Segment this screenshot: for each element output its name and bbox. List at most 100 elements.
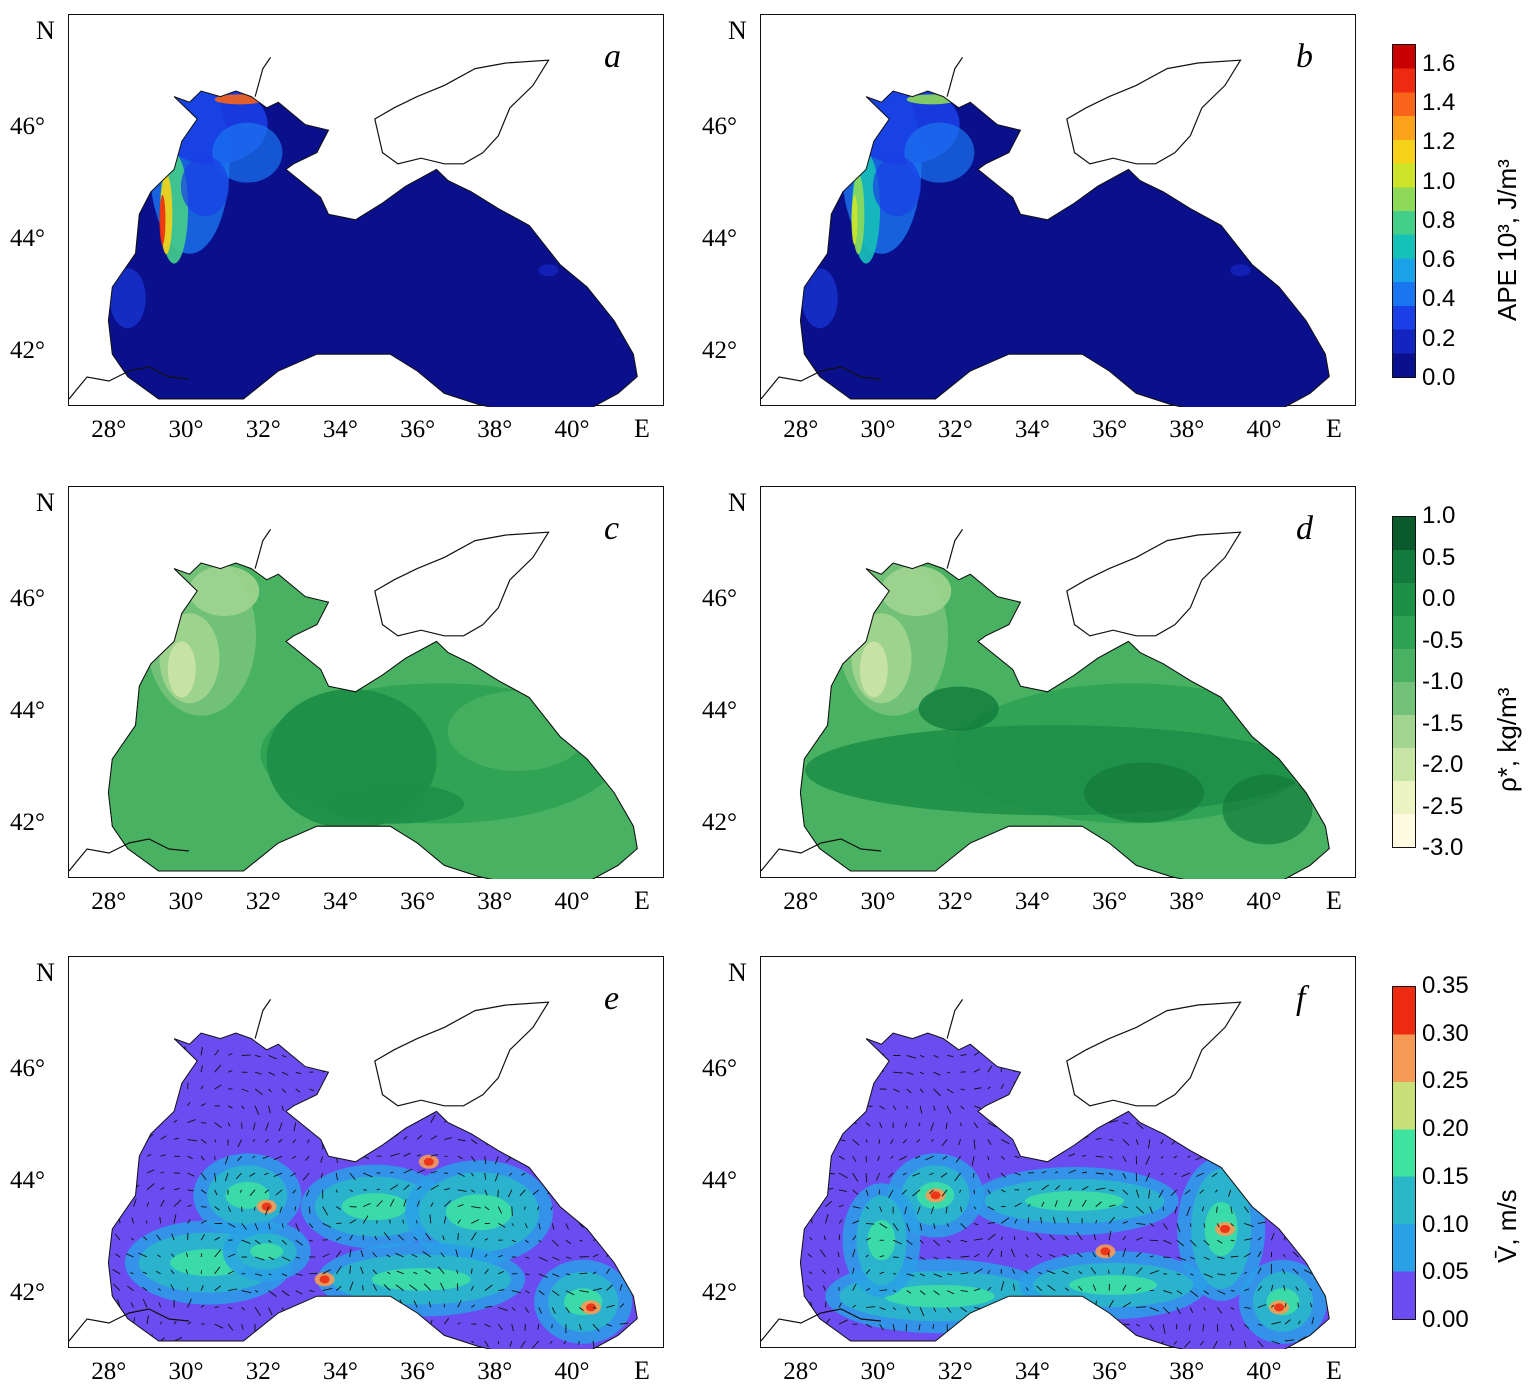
colorbar-tick-label: 0.20 [1422, 1115, 1469, 1143]
lon-tick-label: 34° [322, 1358, 358, 1385]
colorbar-ape: 1.6 1.4 1.2 1.0 0.8 0.6 0.4 0.2 0.0 APE 10³, J/m³ [1392, 44, 1529, 391]
lat-tick-label: 42° [10, 809, 45, 837]
lat-tick-label: 46° [10, 113, 45, 141]
east-label: E [634, 886, 650, 915]
colorbar-tick-label: 0.5 [1422, 543, 1456, 571]
lon-tick-label: 34° [322, 888, 358, 915]
lat-tick-label: 46° [10, 585, 45, 613]
north-label: N [36, 958, 55, 987]
lon-tick-label: 34° [1014, 416, 1050, 443]
map-canvas [761, 529, 1330, 879]
lon-tick-label: 28° [783, 1358, 819, 1385]
map-panel-e: e N 46° 44° 42° 28° 30° 32° 34° 36° 38° 40° E [0, 956, 690, 1386]
lat-tick-label: 46° [702, 1055, 737, 1083]
colorbar-tick-label: 0.05 [1422, 1258, 1469, 1286]
lon-tick-label: 32° [937, 888, 973, 915]
map-frame [68, 14, 664, 407]
lon-tick-label: 40° [1246, 1358, 1282, 1385]
map-panel-d: d N 46° 44° 42° 28° 30° 32° 34° 36° 38° 40° E [692, 486, 1382, 916]
lon-tick-label: 30° [168, 416, 204, 443]
colorbar-rho: 1.0 0.5 0.0 -0.5 -1.0 -1.5 -2.0 -2.5 -3.0 ρ*, kg/… [1392, 502, 1529, 861]
colorbar-tick-label: 1.2 [1422, 128, 1456, 156]
colorbar-vel: 0.35 0.30 0.25 0.20 0.15 0.10 0.05 0.00 V̄, m/s [1392, 972, 1529, 1333]
colorbar-tick-label: -3.0 [1422, 834, 1464, 861]
lon-tick-label: 34° [1014, 888, 1050, 915]
colorbar-tick-label: 1.0 [1422, 502, 1456, 529]
lat-tick-label: 42° [702, 809, 737, 837]
lon-tick-label: 40° [1246, 416, 1282, 443]
colorbar-tick-label: 0.8 [1422, 206, 1456, 234]
colorbar-tick-label: 0.35 [1422, 972, 1469, 999]
east-label: E [634, 1356, 650, 1385]
map-canvas [69, 529, 638, 879]
east-label: E [1326, 414, 1342, 443]
colorbar-tick-label: -1.0 [1422, 668, 1464, 695]
lat-tick-label: 42° [10, 1279, 45, 1307]
colorbar-tick-label: -2.5 [1422, 792, 1464, 820]
lat-tick-label: 44° [10, 225, 45, 253]
map-canvas [761, 57, 1330, 407]
colorbar-tick-label: 0.00 [1422, 1306, 1469, 1333]
colorbar-tick-label: -2.0 [1422, 751, 1464, 778]
lon-tick-label: 32° [245, 1358, 281, 1385]
map-frame [68, 486, 664, 879]
lon-tick-label: 38° [477, 1358, 513, 1385]
north-label: N [36, 16, 55, 45]
lat-tick-label: 42° [702, 1279, 737, 1307]
lon-tick-label: 30° [860, 888, 896, 915]
lat-tick-label: 46° [702, 585, 737, 613]
colorbar-title: ρ*, kg/m³ [1492, 687, 1522, 792]
lon-tick-label: 40° [554, 416, 590, 443]
lon-tick-label: 38° [1169, 416, 1205, 443]
panel-letter: b [1296, 38, 1313, 75]
map-panel-a: a N 46° 44° 42° 28° 30° 32° 34° 36° 38° 40° E [0, 14, 690, 444]
lon-tick-label: 30° [860, 416, 896, 443]
lat-tick-label: 42° [702, 337, 737, 365]
panel-letter: f [1296, 980, 1306, 1017]
map-frame [760, 14, 1356, 407]
panel-letter: e [604, 980, 620, 1017]
lat-tick-label: 44° [10, 697, 45, 725]
colorbar-tick-label: -0.5 [1422, 626, 1464, 654]
lat-tick-label: 42° [10, 337, 45, 365]
lon-tick-label: 40° [554, 1358, 590, 1385]
lon-tick-label: 38° [1169, 1358, 1205, 1385]
lon-tick-label: 36° [400, 888, 436, 915]
colorbar-tick-label: 1.4 [1422, 88, 1456, 116]
map-panel-b: b N 46° 44° 42° 28° 30° 32° 34° 36° 38° 40° E [692, 14, 1382, 444]
lon-tick-label: 36° [400, 1358, 436, 1385]
lon-tick-label: 38° [477, 416, 513, 443]
lon-tick-label: 28° [91, 1358, 127, 1385]
east-label: E [1326, 886, 1342, 915]
colorbar-tick-label: 0.6 [1422, 246, 1456, 274]
map-frame [68, 956, 664, 1349]
lon-tick-label: 36° [400, 416, 436, 443]
lon-tick-label: 28° [91, 888, 127, 915]
lon-tick-label: 34° [322, 416, 358, 443]
lat-tick-label: 46° [702, 113, 737, 141]
lat-tick-label: 44° [702, 697, 737, 725]
lon-tick-label: 28° [91, 416, 127, 443]
map-canvas [69, 57, 638, 407]
map-canvas [761, 999, 1330, 1349]
north-label: N [728, 488, 747, 517]
map-canvas [69, 999, 638, 1349]
lon-tick-label: 28° [783, 888, 819, 915]
lon-tick-label: 30° [860, 1358, 896, 1385]
north-label: N [728, 16, 747, 45]
east-label: E [634, 414, 650, 443]
lon-tick-label: 38° [1169, 888, 1205, 915]
lat-tick-label: 44° [702, 1167, 737, 1195]
lon-tick-label: 32° [937, 416, 973, 443]
lon-tick-label: 28° [783, 416, 819, 443]
colorbar-title: V̄, m/s [1492, 1189, 1522, 1263]
north-label: N [728, 958, 747, 987]
colorbar-tick-label: 0.2 [1422, 324, 1456, 352]
lon-tick-label: 38° [477, 888, 513, 915]
lon-tick-label: 30° [168, 1358, 204, 1385]
panel-letter: a [604, 38, 621, 75]
lat-tick-label: 44° [702, 225, 737, 253]
colorbar-gradient [1392, 986, 1416, 1320]
lon-tick-label: 30° [168, 888, 204, 915]
east-label: E [1326, 1356, 1342, 1385]
